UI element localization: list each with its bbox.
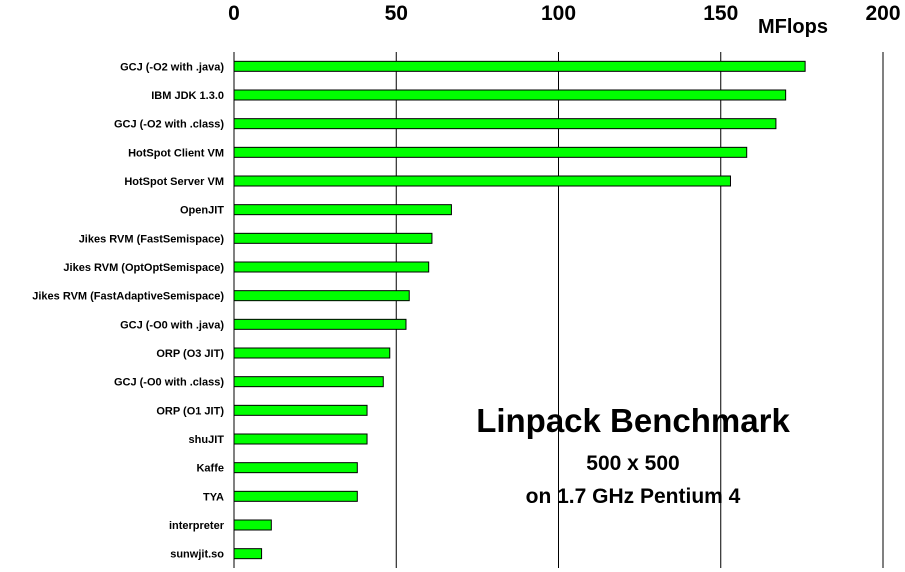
bar-17 xyxy=(233,548,263,560)
category-label-2: GCJ (-O2 with .class) xyxy=(114,119,224,131)
category-label-9: GCJ (-O0 with .java) xyxy=(120,319,224,331)
bars xyxy=(233,60,806,560)
category-label-11: GCJ (-O0 with .class) xyxy=(114,377,224,389)
bar-13 xyxy=(233,433,368,445)
category-label-16: interpreter xyxy=(169,520,225,532)
category-label-5: OpenJIT xyxy=(180,205,224,217)
bar-7 xyxy=(233,261,430,273)
category-label-1: IBM JDK 1.3.0 xyxy=(151,90,224,102)
bar-1 xyxy=(233,89,787,101)
category-label-0: GCJ (-O2 with .java) xyxy=(120,61,224,73)
category-label-15: TYA xyxy=(203,491,224,503)
bar-6 xyxy=(233,232,433,244)
grid xyxy=(233,52,884,568)
bar-15 xyxy=(233,490,358,502)
category-label-17: sunwjit.so xyxy=(170,549,224,561)
bar-12 xyxy=(233,404,368,416)
x-tick-200: 200 xyxy=(865,2,900,25)
bar-3 xyxy=(233,146,748,158)
x-axis-label: MFlops xyxy=(758,16,828,38)
category-label-4: HotSpot Server VM xyxy=(124,176,224,188)
bar-2 xyxy=(233,118,777,130)
bar-5 xyxy=(233,204,452,216)
category-label-14: Kaffe xyxy=(196,463,224,475)
x-tick-labels: 0 50 100 150 200 xyxy=(228,2,900,25)
category-label-6: Jikes RVM (FastSemispace) xyxy=(79,233,225,245)
x-tick-0: 0 xyxy=(228,2,240,25)
category-label-7: Jikes RVM (OptOptSemispace) xyxy=(63,262,224,274)
bar-8 xyxy=(233,290,410,302)
bar-4 xyxy=(233,175,731,187)
category-labels: GCJ (-O2 with .java) IBM JDK 1.3.0 GCJ (-O… xyxy=(32,61,224,560)
bar-11 xyxy=(233,376,384,388)
bar-9 xyxy=(233,318,407,330)
x-tick-50: 50 xyxy=(385,2,408,25)
x-tick-150: 150 xyxy=(703,2,738,25)
bar-14 xyxy=(233,462,358,474)
category-label-10: ORP (O3 JIT) xyxy=(156,348,224,360)
category-label-12: ORP (O1 JIT) xyxy=(156,405,224,417)
chart-subtitle-line-2: on 1.7 GHz Pentium 4 xyxy=(526,485,741,508)
category-label-8: Jikes RVM (FastAdaptiveSemispace) xyxy=(32,291,224,303)
chart-subtitle-line-1: 500 x 500 xyxy=(586,452,679,475)
bar-10 xyxy=(233,347,391,359)
category-label-3: HotSpot Client VM xyxy=(128,147,224,159)
chart-title: Linpack Benchmark xyxy=(476,402,790,439)
bar-16 xyxy=(233,519,272,531)
bar-0 xyxy=(233,60,806,72)
x-tick-100: 100 xyxy=(541,2,576,25)
category-label-13: shuJIT xyxy=(189,434,225,446)
